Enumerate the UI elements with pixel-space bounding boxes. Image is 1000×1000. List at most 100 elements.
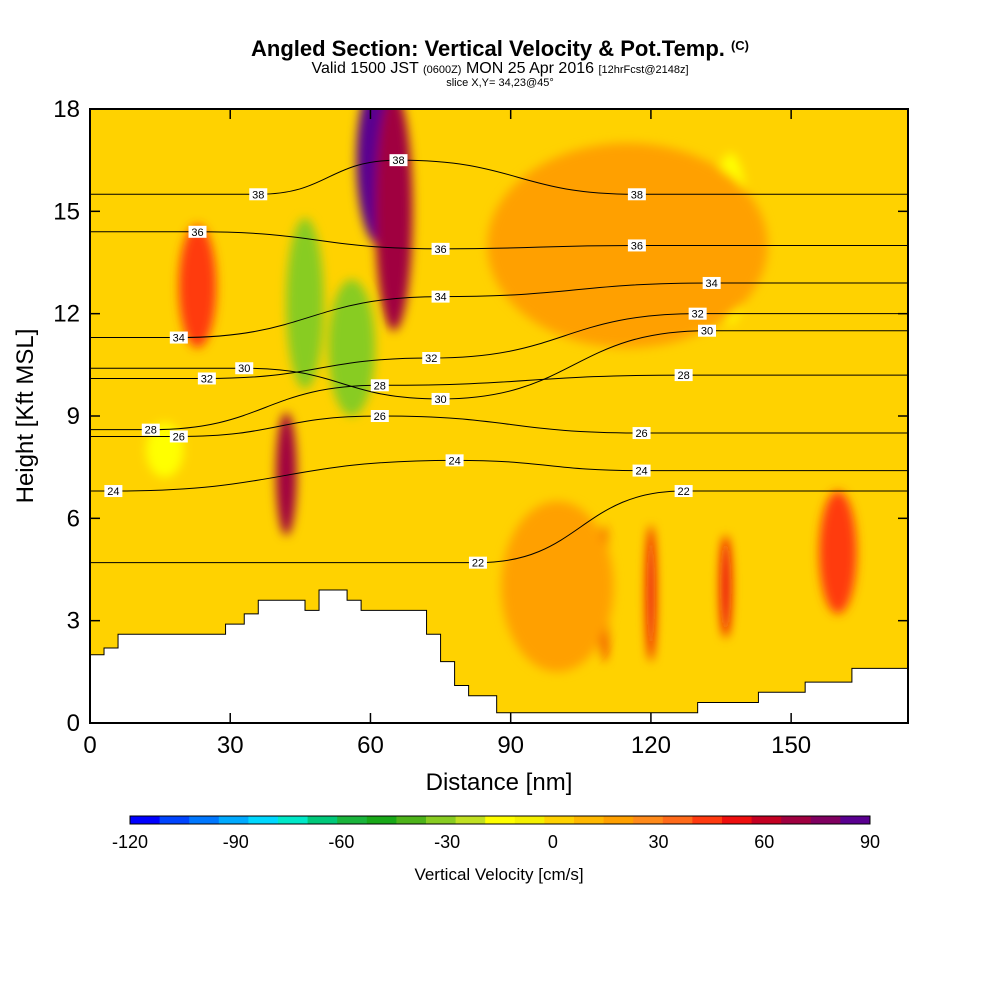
colorbar-segment-9 xyxy=(396,816,427,824)
colorbar-segment-12 xyxy=(485,816,516,824)
colorbar-segment-3 xyxy=(218,816,249,824)
contour-label-24-1: 24 xyxy=(448,455,460,467)
velocity-cell-1 xyxy=(375,109,413,331)
contour-label-box-36-0 xyxy=(188,225,207,238)
colorbar-segment-22 xyxy=(781,816,812,824)
contour-label-box-24-1 xyxy=(445,454,464,467)
y-axis-label: Height [Kft MSL] xyxy=(12,329,39,504)
contour-label-36-0: 36 xyxy=(191,227,203,239)
contour-label-38-1: 38 xyxy=(392,155,404,167)
contour-label-box-36-2 xyxy=(627,239,646,252)
isentrope-38 xyxy=(90,159,908,195)
colorbar-tick--120: -120 xyxy=(112,832,148,852)
colorbar-segment-1 xyxy=(159,816,190,824)
colorbar-tick-90: 90 xyxy=(860,832,880,852)
x-tick-label-60: 60 xyxy=(357,732,384,759)
contour-label-36-2: 36 xyxy=(631,240,643,252)
terrain-mask xyxy=(90,589,908,723)
colorbar-segment-17 xyxy=(633,816,664,824)
velocity-cell-4 xyxy=(328,279,376,416)
contour-label-box-30-2 xyxy=(698,324,717,337)
colorbar-segment-18 xyxy=(662,816,693,824)
colorbar-segment-20 xyxy=(722,816,753,824)
x-tick-label-120: 120 xyxy=(631,732,671,759)
contour-label-box-32-2 xyxy=(688,307,707,320)
subtitle-valid: Valid 1500 JST xyxy=(311,60,419,77)
contour-label-box-22-1 xyxy=(674,485,693,498)
velocity-cell-2 xyxy=(276,412,297,536)
y-tick-label-6: 6 xyxy=(67,505,80,532)
subtitle-utc: (0600Z) xyxy=(422,64,462,76)
colorbar-tick-30: 30 xyxy=(649,832,669,852)
contour-label-box-26-1 xyxy=(370,410,389,422)
contour-label-34-2: 34 xyxy=(706,278,718,290)
contour-label-26-0: 26 xyxy=(173,431,185,443)
velocity-cell-9 xyxy=(646,525,656,662)
velocity-cell-10 xyxy=(720,535,732,638)
y-tick-label-18: 18 xyxy=(53,96,80,123)
colorbar-segment-13 xyxy=(514,816,545,824)
velocity-cell-12 xyxy=(501,501,614,672)
colorbar-segment-11 xyxy=(455,816,486,824)
contour-labels: 22 22 24 24 24 26 26 26 28 28 28 30 30 30 32 32 32 34 34 34… xyxy=(104,154,721,570)
contour-label-30-2: 30 xyxy=(701,326,713,338)
x-tick-label-30: 30 xyxy=(217,732,244,759)
y-tick-label-0: 0 xyxy=(67,710,80,737)
colorbar-segment-14 xyxy=(544,816,575,824)
colorbar-segment-0 xyxy=(130,816,161,824)
velocity-cell-11 xyxy=(819,491,857,614)
chart-subtitle: Valid 1500 JST (0600Z) MON 25 Apr 2016 [… xyxy=(0,60,1000,78)
colorbar-tick-0: 0 xyxy=(548,832,558,852)
colorbar-segment-24 xyxy=(840,816,871,824)
chart-title-main: Angled Section: Vertical Velocity & Pot.… xyxy=(251,36,725,61)
subtitle-date: MON 25 Apr 2016 xyxy=(465,60,595,77)
velocity-cell-7 xyxy=(178,224,217,348)
contour-label-28-2: 28 xyxy=(678,370,690,382)
colorbar-segment-2 xyxy=(189,816,220,824)
slice-info: slice X,Y= 34,23@45° xyxy=(446,77,554,89)
colorbar-segment-8 xyxy=(366,816,397,824)
contour-label-box-38-1 xyxy=(389,154,408,167)
subtitle-forecast: [12hrFcst@2148z] xyxy=(598,64,689,76)
isentrope-30 xyxy=(90,330,908,400)
contour-label-box-30-1 xyxy=(431,392,450,405)
colorbar-segment-10 xyxy=(426,816,457,824)
contour-label-box-32-1 xyxy=(422,352,441,365)
y-tick-label-3: 3 xyxy=(67,608,80,635)
contour-label-box-24-0 xyxy=(104,485,123,498)
contour-label-box-34-2 xyxy=(702,276,721,289)
contour-label-box-28-2 xyxy=(674,369,693,382)
colorbar-segment-16 xyxy=(603,816,634,824)
colorbar-tick--30: -30 xyxy=(434,832,460,852)
contour-label-24-2: 24 xyxy=(635,466,647,478)
contour-label-22-0: 22 xyxy=(472,558,484,570)
colorbar-segment-5 xyxy=(278,816,309,824)
contour-label-box-38-2 xyxy=(627,188,646,201)
colorbar-frame xyxy=(129,815,871,825)
chart-title: Angled Section: Vertical Velocity & Pot.… xyxy=(0,36,1000,62)
contour-label-box-36-1 xyxy=(431,242,450,255)
x-tick-label-90: 90 xyxy=(497,732,524,759)
contour-label-28-0: 28 xyxy=(145,425,157,437)
contour-label-22-1: 22 xyxy=(678,486,690,498)
colorbar-segment-21 xyxy=(751,816,782,824)
contour-label-34-1: 34 xyxy=(434,292,446,304)
colorbar: -120 -90 -60 -30 0 30 60 90 xyxy=(112,815,880,852)
contour-label-26-2: 26 xyxy=(635,428,647,440)
contour-label-36-1: 36 xyxy=(434,244,446,256)
contour-label-box-26-0 xyxy=(169,430,188,443)
contour-label-box-34-0 xyxy=(169,331,188,344)
chart-title-unit: (C) xyxy=(730,38,749,53)
x-axis: 0 30 60 90 120 150 xyxy=(83,109,811,759)
colorbar-segment-23 xyxy=(810,816,841,824)
y-tick-label-12: 12 xyxy=(53,301,80,328)
contour-label-34-0: 34 xyxy=(173,333,185,345)
contour-label-box-32-0 xyxy=(197,372,216,385)
y-tick-label-15: 15 xyxy=(53,198,80,225)
y-tick-label-9: 9 xyxy=(67,403,80,430)
isentrope-22 xyxy=(90,490,908,564)
isentrope-32 xyxy=(90,313,908,379)
contour-label-28-1: 28 xyxy=(374,380,386,392)
